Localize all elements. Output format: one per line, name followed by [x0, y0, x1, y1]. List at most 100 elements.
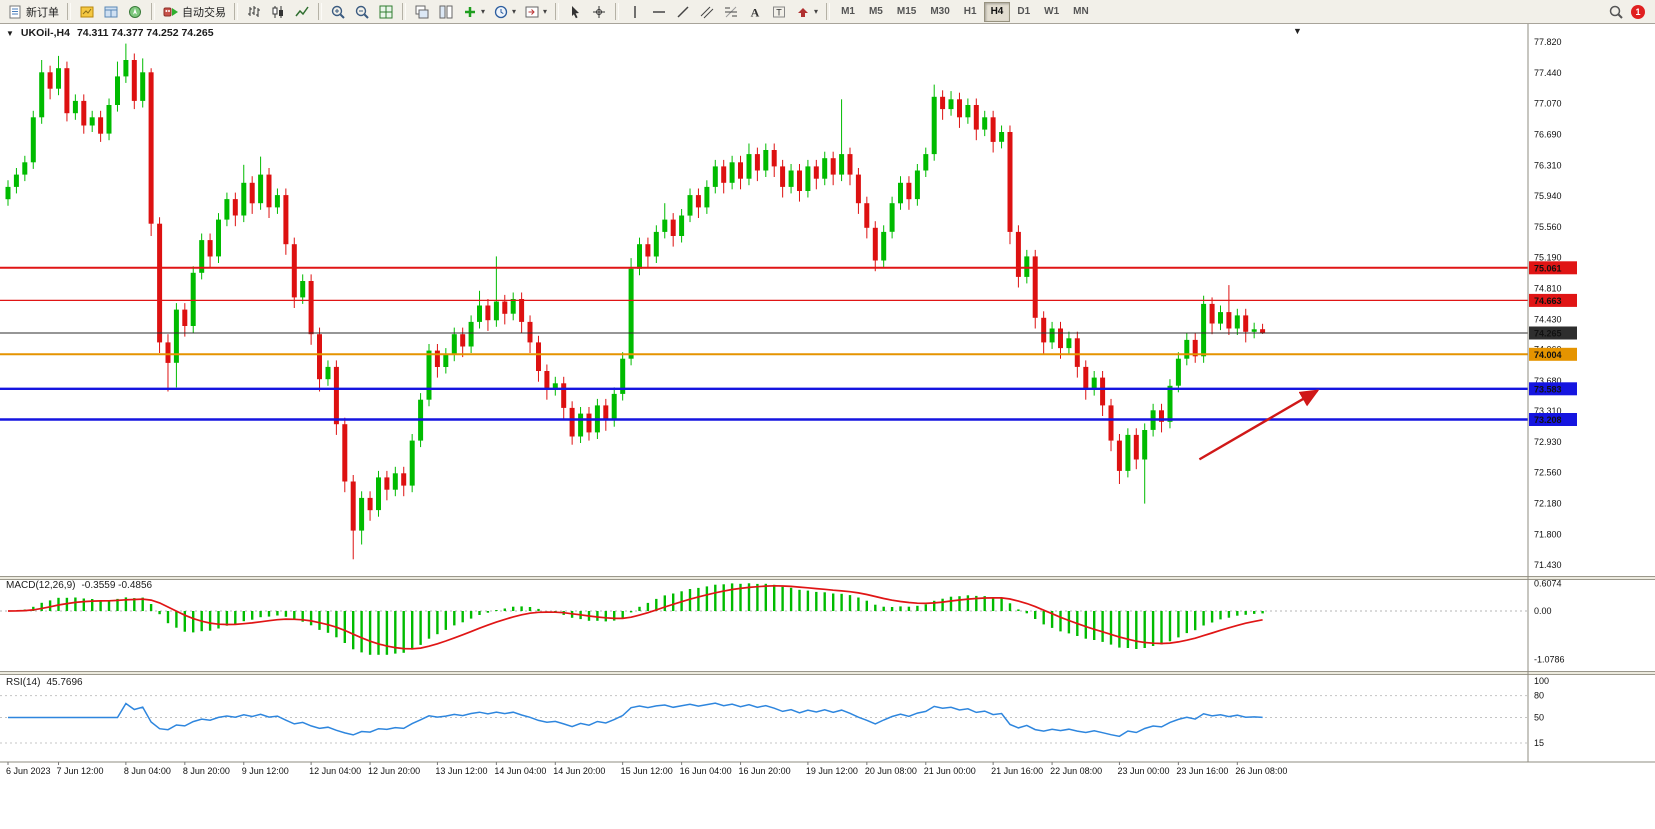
price-axis[interactable]: 77.820 77.440 77.070 76.690 76.310 75.940 75.5… [1527, 24, 1577, 762]
crosshair-button[interactable] [587, 2, 611, 22]
chart-menu-arrow-icon[interactable]: ▼ [6, 28, 14, 38]
rsi-axis-label: 80 [1534, 691, 1544, 701]
price-tick-label: 73.310 [1534, 406, 1562, 416]
rsi-name: RSI(14) [6, 677, 41, 688]
notification-badge[interactable]: 1 [1631, 4, 1645, 19]
time-axis-label: 20 Jun 08:00 [865, 766, 917, 776]
trendline-button[interactable] [671, 2, 695, 22]
label-button[interactable]: T [767, 2, 791, 22]
time-axis-label: 7 Jun 12:00 [57, 766, 104, 776]
chart-dropdown-arrow-icon[interactable]: ▼ [1293, 26, 1302, 36]
zoom-in-button[interactable] [326, 2, 350, 22]
chart-line-button[interactable] [290, 2, 314, 22]
toolbar-separator [615, 3, 620, 20]
timeframe-m30-button[interactable]: M30 [923, 2, 956, 22]
toolbar-separator [826, 3, 831, 20]
svg-text:75.061: 75.061 [1534, 263, 1562, 273]
time-axis-label: 12 Jun 20:00 [368, 766, 420, 776]
macd-values: -0.3559 -0.4856 [81, 580, 153, 591]
fibonacci-button[interactable] [719, 2, 743, 22]
arrow-annotation[interactable] [1198, 389, 1320, 461]
panel-splitter[interactable] [0, 576, 1655, 580]
time-axis-label: 22 Jun 08:00 [1050, 766, 1102, 776]
arrows-shape-icon [795, 4, 811, 20]
candles-layer [5, 43, 1266, 560]
timeframe-w1-button[interactable]: W1 [1037, 2, 1066, 22]
panel-splitter[interactable] [0, 671, 1655, 675]
rsi-indicator-label: RSI(14) 45.7696 [6, 677, 83, 688]
cursor-button[interactable] [563, 2, 587, 22]
price-tick-label: 76.310 [1534, 161, 1562, 171]
time-axis-label: 14 Jun 04:00 [494, 766, 546, 776]
time-axis-label: 14 Jun 20:00 [553, 766, 605, 776]
text-button[interactable]: A [743, 2, 767, 22]
main-toolbar: 新订单 自动交易 [0, 0, 1655, 24]
market-watch-button[interactable] [75, 2, 99, 22]
chart-bars-button[interactable] [242, 2, 266, 22]
macd-name: MACD(12,26,9) [6, 580, 76, 591]
svg-text:74.004: 74.004 [1534, 350, 1562, 360]
timeframe-m1-button[interactable]: M1 [834, 2, 862, 22]
timeframe-h4-button[interactable]: H4 [983, 1, 1011, 22]
timeframe-m5-button[interactable]: M5 [862, 2, 890, 22]
search-icon[interactable] [1608, 4, 1624, 20]
macd-axis-min: -1.0786 [1534, 655, 1565, 665]
templates-button[interactable]: ▾ [520, 2, 551, 22]
timeframe-m15-button[interactable]: M15 [890, 2, 923, 22]
timeframe-d1-button[interactable]: D1 [1010, 2, 1037, 22]
macd-axis-zero: 0.00 [1534, 606, 1552, 616]
toolbar-right-group: 1 [1608, 4, 1652, 20]
cascade-windows-button[interactable] [410, 2, 434, 22]
rsi-axis-label: 100 [1534, 676, 1549, 686]
indicators-button[interactable]: ▾ [458, 2, 489, 22]
autotrading-play-icon [163, 4, 179, 20]
time-axis-label: 9 Jun 12:00 [242, 766, 289, 776]
zoom-in-icon [330, 4, 346, 20]
autotrading-button[interactable]: 自动交易 [159, 2, 230, 22]
rsi-axis-label: 15 [1534, 738, 1544, 748]
price-tick-label: 74.810 [1534, 283, 1562, 293]
time-axis-label: 8 Jun 04:00 [124, 766, 171, 776]
zoom-out-button[interactable] [350, 2, 374, 22]
arrows-button[interactable]: ▾ [791, 2, 822, 22]
toolbar-separator [234, 3, 238, 20]
market-watch-icon [79, 4, 95, 20]
time-axis-label: 23 Jun 00:00 [1117, 766, 1169, 776]
price-tick-label: 72.560 [1534, 468, 1562, 478]
navigator-button[interactable] [123, 2, 147, 22]
timeframe-mn-button[interactable]: MN [1066, 2, 1096, 22]
tile-windows-button[interactable] [374, 2, 398, 22]
data-window-button[interactable] [99, 2, 123, 22]
tile-vertical-button[interactable] [434, 2, 458, 22]
trendline-icon [675, 4, 691, 20]
price-tick-label: 77.440 [1534, 68, 1562, 78]
new-order-button[interactable]: 新订单 [3, 2, 63, 22]
price-tick-label: 77.820 [1534, 37, 1562, 47]
channel-button[interactable] [695, 2, 719, 22]
price-tick-label: 77.070 [1534, 98, 1562, 108]
toolbar-separator [402, 3, 406, 20]
svg-text:A: A [751, 5, 760, 19]
price-tick-label: 71.430 [1534, 560, 1562, 570]
periods-button[interactable]: ▾ [489, 2, 520, 22]
toolbar-separator [151, 3, 155, 20]
clock-icon [493, 4, 509, 20]
time-axis-label: 21 Jun 00:00 [924, 766, 976, 776]
price-tick-label: 72.930 [1534, 437, 1562, 447]
svg-text:73.583: 73.583 [1534, 384, 1562, 394]
svg-text:74.663: 74.663 [1534, 296, 1562, 306]
chart-candles-button[interactable] [266, 2, 290, 22]
vertical-line-button[interactable] [623, 2, 647, 22]
time-axis-label: 13 Jun 12:00 [435, 766, 487, 776]
horizontal-line-button[interactable] [647, 2, 671, 22]
rsi-axis-label: 50 [1534, 713, 1544, 723]
time-axis[interactable]: 6 Jun 2023 7 Jun 12:00 8 Jun 04:00 8 Jun 20… [0, 761, 1655, 783]
timeframe-h1-button[interactable]: H1 [957, 2, 984, 22]
price-tick-label: 75.560 [1534, 222, 1562, 232]
zoom-out-icon [354, 4, 370, 20]
chart-line-icon [294, 4, 310, 20]
autotrading-label: 自动交易 [182, 6, 226, 19]
rsi-value: 45.7696 [46, 677, 83, 688]
price-tag-73.583: 73.583 [1529, 382, 1577, 396]
